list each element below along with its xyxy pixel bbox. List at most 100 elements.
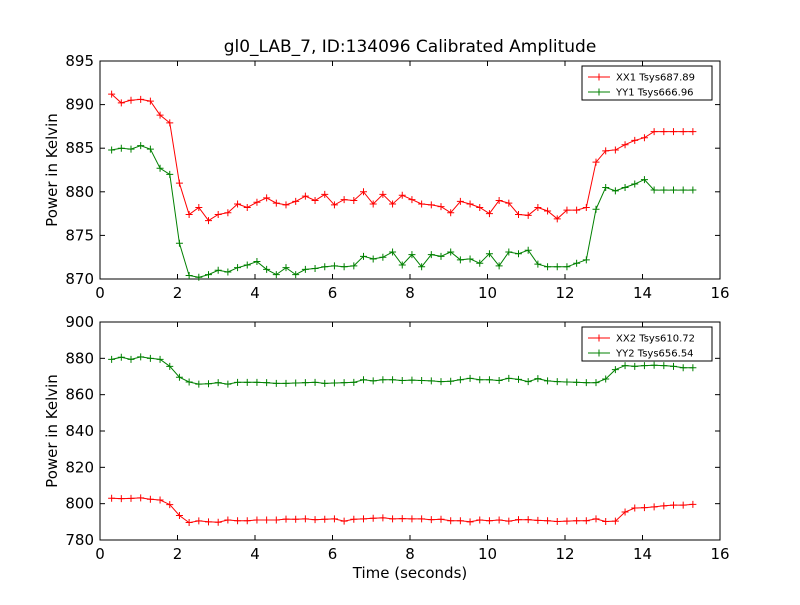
data-point bbox=[515, 250, 522, 258]
data-point bbox=[640, 504, 648, 512]
x-tick-label: 10 bbox=[478, 284, 497, 302]
data-point bbox=[524, 246, 532, 254]
legend-marker bbox=[595, 73, 603, 81]
data-point bbox=[563, 263, 571, 271]
data-point bbox=[679, 364, 687, 372]
data-point bbox=[205, 380, 212, 388]
data-point bbox=[398, 515, 406, 523]
data-point bbox=[311, 378, 319, 386]
data-point bbox=[447, 209, 455, 217]
y-tick-label: 895 bbox=[65, 52, 94, 70]
data-point bbox=[466, 255, 474, 263]
data-point bbox=[166, 119, 174, 127]
data-point bbox=[524, 378, 532, 386]
data-point bbox=[137, 95, 145, 103]
data-point bbox=[621, 183, 629, 191]
data-point bbox=[195, 380, 203, 388]
data-point bbox=[205, 518, 212, 526]
y-axis-label: Power in Kelvin bbox=[43, 113, 61, 227]
data-point bbox=[379, 253, 387, 261]
data-point bbox=[389, 515, 397, 523]
data-point bbox=[505, 248, 513, 256]
x-tick-label: 0 bbox=[95, 284, 105, 302]
data-point bbox=[340, 263, 348, 271]
data-point bbox=[553, 263, 561, 271]
data-point bbox=[611, 146, 619, 154]
y-tick-label: 875 bbox=[65, 226, 94, 244]
data-point bbox=[369, 200, 377, 208]
data-point bbox=[243, 378, 251, 386]
data-point bbox=[263, 379, 271, 387]
x-tick-label: 0 bbox=[95, 545, 105, 563]
data-point bbox=[418, 200, 426, 208]
data-point bbox=[292, 379, 300, 387]
series-line-0 bbox=[111, 93, 693, 222]
data-point bbox=[476, 259, 484, 267]
data-point bbox=[292, 515, 300, 523]
legend-marker bbox=[595, 349, 603, 357]
data-point bbox=[263, 194, 271, 202]
data-point bbox=[360, 515, 367, 523]
data-point bbox=[330, 379, 338, 387]
x-tick-label: 16 bbox=[710, 284, 729, 302]
data-point bbox=[515, 516, 522, 524]
data-point bbox=[573, 517, 581, 525]
data-point bbox=[534, 260, 542, 268]
data-point bbox=[544, 207, 552, 215]
data-point bbox=[466, 518, 474, 526]
data-point bbox=[631, 504, 639, 512]
data-point bbox=[185, 519, 193, 527]
data-point bbox=[602, 517, 610, 525]
data-point bbox=[127, 96, 135, 104]
data-point bbox=[185, 210, 193, 218]
data-point bbox=[146, 495, 154, 503]
legend-label: XX2 Tsys610.72 bbox=[616, 334, 695, 345]
data-point bbox=[311, 197, 319, 205]
data-point bbox=[592, 515, 600, 523]
data-point bbox=[573, 206, 581, 214]
x-tick-label: 6 bbox=[328, 545, 338, 563]
legend-marker bbox=[595, 88, 603, 96]
data-point bbox=[650, 186, 658, 194]
x-tick-label: 16 bbox=[710, 545, 729, 563]
data-point bbox=[563, 206, 571, 214]
data-point bbox=[156, 496, 164, 504]
data-point bbox=[495, 376, 503, 384]
data-point bbox=[340, 379, 348, 387]
data-point bbox=[418, 263, 426, 271]
data-point bbox=[282, 264, 290, 272]
data-point bbox=[195, 203, 203, 211]
data-point bbox=[689, 186, 697, 194]
data-point bbox=[340, 196, 348, 204]
data-point bbox=[360, 376, 367, 384]
data-point bbox=[679, 128, 687, 136]
data-point bbox=[660, 128, 668, 136]
x-tick-label: 8 bbox=[405, 284, 415, 302]
x-tick-label: 12 bbox=[555, 545, 574, 563]
x-tick-label: 4 bbox=[250, 545, 260, 563]
data-point bbox=[321, 379, 329, 387]
legend-label: XX1 Tsys687.89 bbox=[616, 73, 695, 84]
data-point bbox=[263, 516, 271, 524]
data-point bbox=[447, 248, 455, 256]
data-point bbox=[369, 377, 377, 385]
data-point bbox=[592, 379, 600, 387]
data-point bbox=[447, 377, 455, 385]
data-point bbox=[495, 516, 503, 524]
data-point bbox=[670, 128, 677, 136]
data-point bbox=[127, 494, 135, 502]
data-point bbox=[321, 515, 329, 523]
data-point bbox=[505, 517, 513, 525]
x-axis-label: Time (seconds) bbox=[352, 564, 468, 582]
data-point bbox=[592, 158, 600, 166]
data-point bbox=[485, 517, 493, 525]
data-point bbox=[272, 379, 280, 387]
data-point bbox=[156, 111, 164, 119]
data-point bbox=[544, 377, 552, 385]
data-point bbox=[330, 515, 338, 523]
data-point bbox=[447, 517, 455, 525]
y-tick-label: 840 bbox=[65, 422, 94, 440]
data-point bbox=[137, 142, 145, 150]
data-point bbox=[485, 376, 493, 384]
y-tick-label: 870 bbox=[65, 270, 94, 288]
